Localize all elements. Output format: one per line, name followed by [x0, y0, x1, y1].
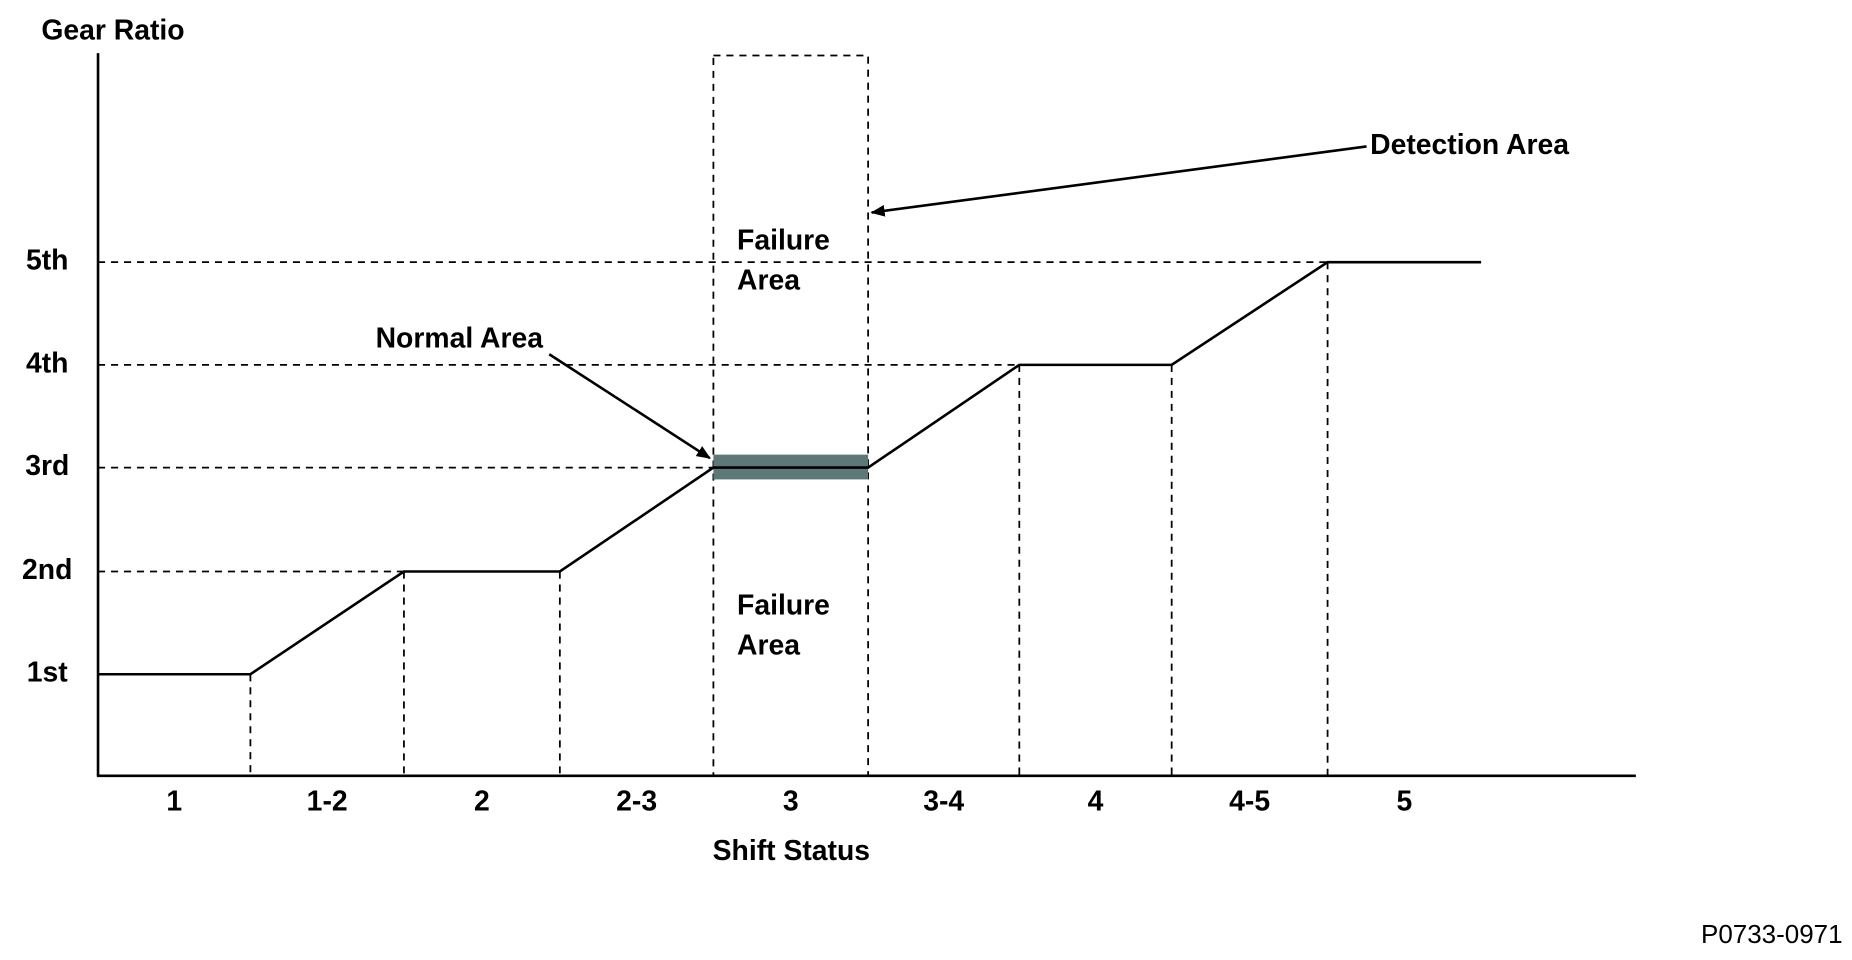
gear-label: 5th [26, 245, 69, 277]
normal-arrow [548, 353, 711, 460]
failure-label: Area [737, 630, 800, 662]
figure-id: P0733-0971 [1701, 919, 1843, 949]
detection-arrow [870, 145, 1367, 217]
shift-label: 2 [474, 785, 490, 817]
shift-label: 3-4 [923, 785, 964, 817]
y-axis-title: Gear Ratio [41, 14, 184, 46]
gear-label: 1st [27, 657, 69, 689]
shift-label: 3 [783, 785, 799, 817]
failure-label: Area [737, 265, 800, 297]
failure-label: Failure [737, 225, 830, 257]
gear-label: 4th [26, 347, 69, 379]
gear-label: 3rd [25, 450, 69, 482]
detection-band [712, 54, 870, 777]
shift-label: 2-3 [616, 785, 657, 817]
shift-label: 4 [1088, 785, 1104, 817]
gear-ratio-line [98, 260, 1482, 676]
detection-label: Detection Area [1370, 129, 1569, 161]
guide-lines [98, 261, 1329, 776]
shift-label: 1 [166, 785, 182, 817]
shift-label: 1-2 [307, 785, 348, 817]
normal-label: Normal Area [376, 323, 544, 355]
failure-label: Failure [737, 589, 830, 621]
shift-label: 4-5 [1229, 785, 1270, 817]
shift-label: 5 [1396, 785, 1412, 817]
x-axis-title: Shift Status [713, 835, 870, 867]
gear-label: 2nd [22, 554, 72, 586]
